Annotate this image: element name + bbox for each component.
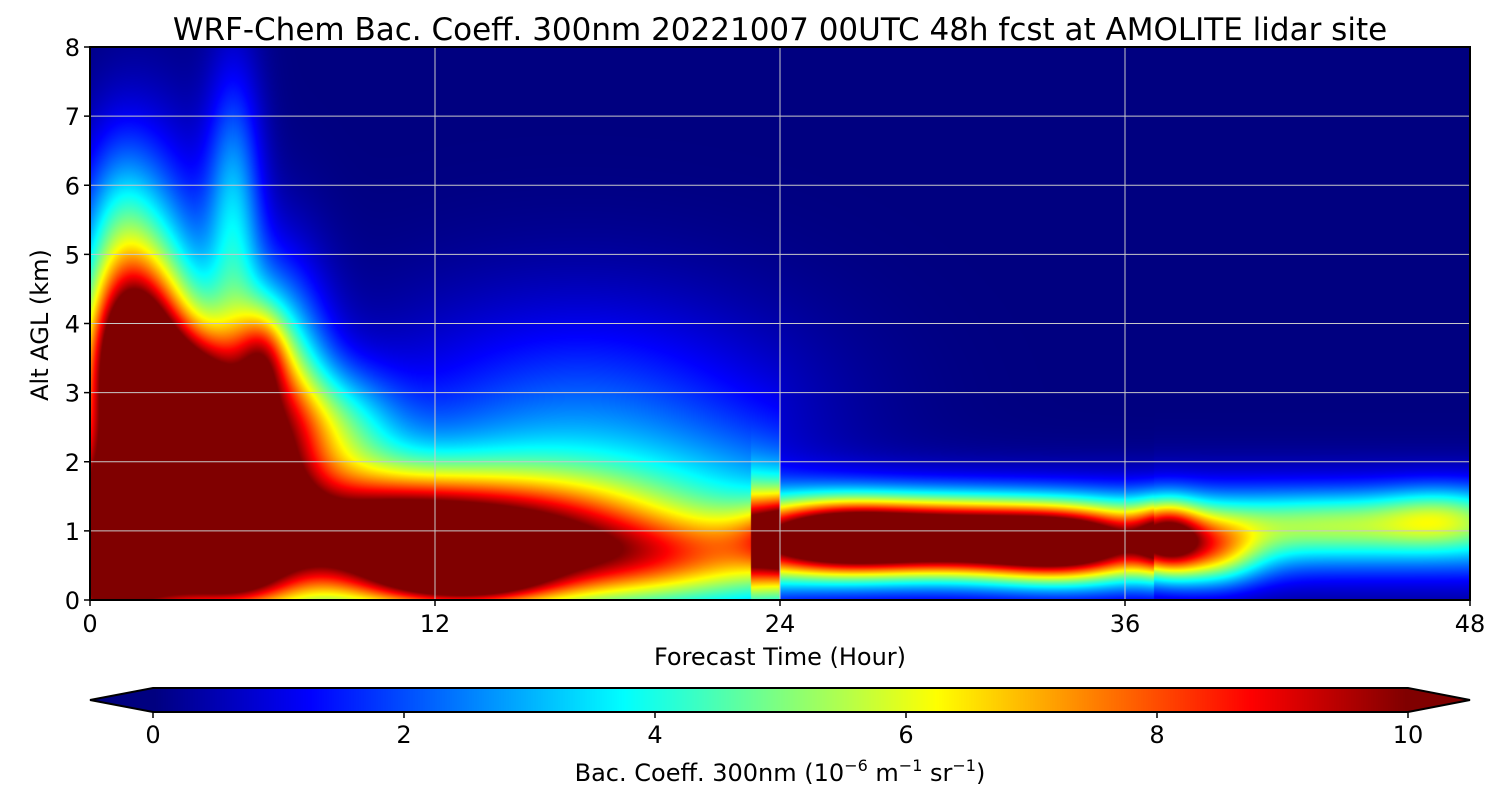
y-tick-label: 4 <box>65 311 80 339</box>
y-tick-label: 8 <box>65 34 80 62</box>
colorbar-extend-low <box>90 688 153 712</box>
y-tick-label: 7 <box>65 103 80 131</box>
y-axis-ticks: 0 1 2 3 4 5 6 7 8 <box>65 34 90 615</box>
x-tick-label: 48 <box>1455 610 1486 638</box>
colorbar: 0 2 4 6 8 10 Bac. Coeff. 300nm (10−6 m−1 sr−1… <box>89 687 1471 787</box>
colorbar-label: Bac. Coeff. 300nm (10−6 m−1 sr−1) <box>575 756 986 787</box>
colorbar-tick-label: 2 <box>396 721 411 749</box>
x-tick-label: 12 <box>420 610 451 638</box>
y-tick-label: 3 <box>65 380 80 408</box>
colorbar-tick-label: 6 <box>898 721 913 749</box>
colorbar-tick-label: 4 <box>647 721 662 749</box>
y-tick-label: 5 <box>65 241 80 269</box>
y-tick-label: 6 <box>65 172 80 200</box>
x-tick-label: 36 <box>1110 610 1141 638</box>
colorbar-tick-label: 0 <box>145 721 160 749</box>
x-tick-label: 0 <box>82 610 97 638</box>
y-tick-label: 1 <box>65 518 80 546</box>
colorbar-extend-high <box>1408 688 1470 712</box>
y-tick-label: 0 <box>65 587 80 615</box>
colorbar-tick-label: 10 <box>1393 721 1424 749</box>
x-axis-label: Forecast Time (Hour) <box>654 643 906 671</box>
colorbar-ticks: 0 2 4 6 8 10 <box>145 712 1423 749</box>
colorbar-gradient <box>153 688 1408 712</box>
colorbar-tick-label: 8 <box>1149 721 1164 749</box>
x-tick-label: 24 <box>765 610 796 638</box>
y-axis-label: Alt AGL (km) <box>26 249 54 401</box>
y-tick-label: 2 <box>65 449 80 477</box>
x-axis-ticks: 0 12 24 36 48 <box>82 600 1485 638</box>
chart-title: WRF-Chem Bac. Coeff. 300nm 20221007 00UT… <box>173 12 1387 48</box>
